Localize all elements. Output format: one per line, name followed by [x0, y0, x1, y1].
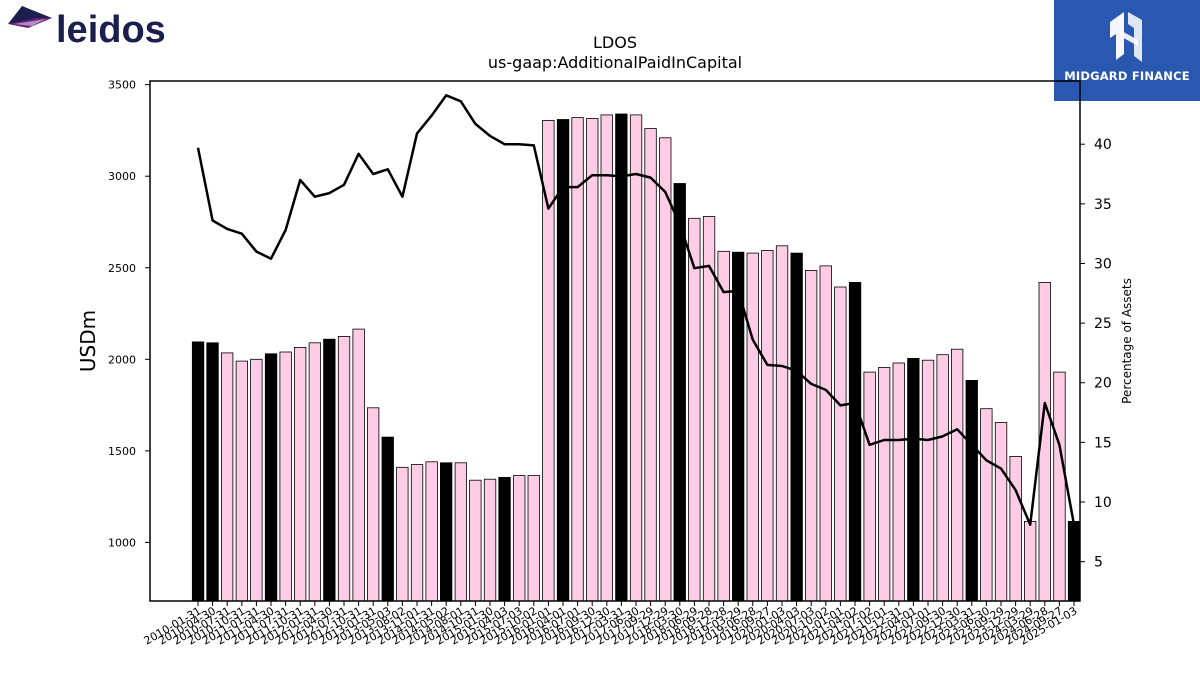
bar	[439, 462, 453, 602]
y-tick-label: 1000	[108, 536, 136, 549]
bar	[965, 379, 978, 602]
bar	[761, 249, 774, 602]
bar	[863, 371, 876, 602]
bar	[498, 476, 511, 602]
y2-tick-label: 25	[1094, 316, 1112, 332]
y-tick-label: 2000	[108, 353, 136, 366]
bar	[483, 478, 497, 602]
y2-tick-label: 35	[1094, 197, 1112, 213]
bar	[571, 117, 584, 602]
bar	[206, 342, 219, 602]
y2-axis-label: Percentage of Assets	[1120, 278, 1134, 404]
y2-tick-label: 5	[1094, 555, 1103, 571]
bar	[994, 422, 1008, 602]
leidos-logo: leidos	[6, 4, 186, 51]
bar	[293, 346, 307, 602]
bar	[527, 475, 540, 602]
y2-tick-label: 10	[1094, 495, 1112, 511]
bar	[790, 252, 803, 602]
x-axis: 2010-01-312010-04-302010-07-312010-10-31…	[142, 601, 1080, 648]
bar	[629, 114, 643, 602]
bar	[220, 352, 234, 602]
bar	[659, 137, 672, 602]
bar	[805, 270, 818, 602]
bars-group	[191, 113, 1081, 602]
bar	[1053, 371, 1066, 602]
y-tick-label: 2500	[108, 262, 136, 275]
bar	[1067, 521, 1081, 602]
y-tick-label: 3000	[108, 170, 136, 183]
midgard-logo-text: MIDGARD FINANCE	[1064, 69, 1190, 83]
bar	[396, 466, 409, 602]
bar	[688, 217, 701, 602]
bar	[951, 348, 964, 602]
y2-axis: 5 10 15 20 25 30 35 40	[1080, 137, 1112, 571]
bar	[1009, 455, 1022, 602]
bar	[264, 353, 278, 602]
bar	[848, 281, 862, 602]
bar	[191, 341, 205, 602]
midgard-finance-logo: MIDGARD FINANCE	[1054, 0, 1200, 101]
bar	[425, 461, 438, 602]
bar	[454, 462, 468, 602]
y-tick-label: 1500	[108, 445, 136, 458]
bar	[775, 245, 789, 602]
bar	[907, 357, 920, 602]
bar	[717, 250, 730, 602]
bar	[323, 338, 336, 602]
bar	[1024, 521, 1037, 602]
bar	[834, 286, 847, 602]
bar	[746, 252, 759, 602]
bar	[410, 464, 424, 602]
bar	[381, 436, 394, 602]
bar	[819, 265, 832, 602]
bar	[673, 183, 686, 602]
bar	[921, 359, 935, 602]
y2-tick-label: 30	[1094, 256, 1112, 272]
bar	[644, 128, 657, 602]
bar	[980, 408, 993, 602]
plot-frame	[149, 80, 1081, 602]
bar	[936, 354, 949, 602]
midgard-logo-mark	[1110, 12, 1142, 62]
line-group	[196, 94, 1076, 526]
y-axis: 1000 1500 2000 2500 3000 3500	[108, 79, 150, 549]
bar	[352, 328, 365, 602]
bar	[235, 360, 249, 602]
y2-tick-label: 20	[1094, 376, 1112, 392]
series-line-percentage-of-assets	[196, 94, 1076, 526]
bar	[878, 367, 891, 602]
bar	[892, 362, 905, 602]
chart-subtitle: us-gaap:AdditionalPaidInCapital	[488, 53, 742, 72]
bar	[600, 114, 613, 602]
bar	[250, 358, 263, 602]
bar	[586, 118, 599, 602]
leidos-logo-text: leidos	[56, 9, 166, 50]
y2-tick-label: 40	[1094, 137, 1112, 153]
y-axis-label: USDm	[76, 310, 100, 372]
bar	[366, 407, 380, 602]
bar	[615, 113, 628, 602]
bar	[279, 351, 292, 602]
bar	[513, 475, 526, 602]
chart-title: LDOS	[593, 33, 637, 52]
y-tick-label: 3500	[108, 79, 136, 92]
y2-tick-label: 15	[1094, 435, 1112, 451]
leidos-logo-mark: leidos	[8, 6, 166, 51]
bar	[337, 335, 351, 602]
bar	[469, 479, 482, 602]
bar	[308, 342, 322, 602]
